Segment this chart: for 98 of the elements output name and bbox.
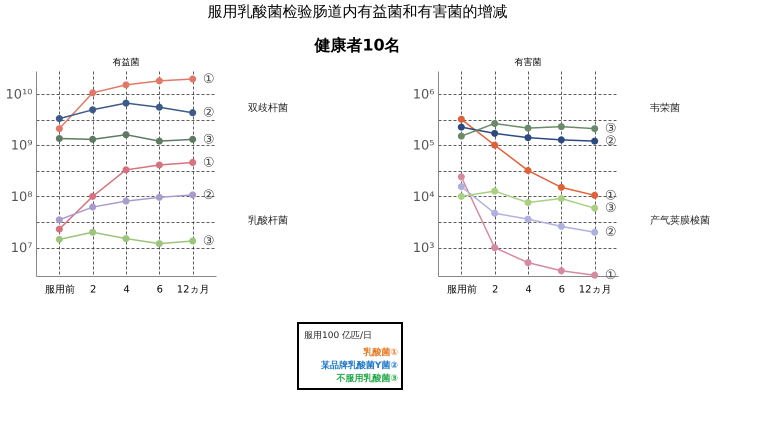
point: [558, 194, 565, 202]
x-tick-label: 2: [90, 284, 96, 296]
point: [524, 259, 532, 266]
point: [122, 100, 130, 107]
point: [122, 166, 130, 174]
point: [458, 183, 465, 190]
point: [122, 198, 130, 205]
y-tick-label: 10⁹: [10, 138, 32, 154]
point: [491, 210, 498, 217]
point: [491, 130, 498, 137]
point: [524, 124, 532, 132]
point: [89, 192, 96, 200]
point: [458, 192, 465, 200]
series-label: ②: [604, 225, 616, 240]
point: [491, 120, 498, 128]
x-tick-label: 服用前: [44, 284, 75, 296]
x-tick-label: 2: [492, 284, 498, 296]
point: [524, 167, 532, 174]
point: [156, 194, 163, 201]
point: [558, 136, 565, 144]
point: [189, 76, 196, 83]
y-tick-label: 10¹⁰: [6, 87, 32, 102]
text: 韦荣菌: [650, 102, 680, 114]
series-label: ③: [604, 201, 616, 216]
point: [491, 188, 498, 195]
x-tick-label: 12ヵ月: [176, 284, 210, 296]
series-label: ③: [202, 132, 214, 148]
point: [56, 226, 63, 233]
point: [189, 136, 196, 143]
point: [591, 228, 598, 236]
x-tick-label: 12ヵ月: [578, 284, 612, 296]
point: [591, 192, 598, 199]
point: [189, 109, 196, 116]
point: [591, 204, 598, 212]
point: [591, 272, 598, 279]
series-label: ①: [202, 155, 214, 170]
point: [89, 106, 96, 114]
point: [458, 116, 465, 123]
series-label: ②: [202, 106, 214, 121]
point: [56, 134, 63, 142]
y-tick-label: 10⁸: [10, 190, 32, 205]
point: [156, 161, 163, 169]
chart-title: 有益菌: [112, 57, 140, 68]
chart-title: 有害菌: [514, 57, 542, 68]
text: 不服用乳酸菌③: [335, 373, 398, 384]
point: [122, 235, 130, 242]
point: [122, 81, 130, 88]
point: [558, 184, 565, 191]
x-tick-label: 6: [558, 284, 566, 296]
y-tick-label: 10³: [412, 241, 434, 256]
point: [458, 124, 465, 131]
y-tick-label: 10⁴: [412, 190, 434, 205]
point: [156, 77, 163, 84]
point: [56, 216, 63, 224]
text: 产气荚膜梭菌: [650, 214, 710, 227]
x-tick-label: 6: [156, 284, 164, 296]
text: 服用乳酸菌检验肠道内有益菌和有害菌的增减: [208, 2, 508, 20]
point: [156, 240, 163, 248]
point: [89, 136, 96, 143]
text: 健康者10名: [313, 36, 401, 54]
point: [189, 237, 196, 245]
point: [524, 216, 532, 223]
point: [491, 142, 498, 149]
y-tick-label: 10⁶: [412, 87, 434, 102]
text: 某品牌乳酸菌Y菌②: [320, 360, 398, 371]
text: 服用100 亿匹/日: [304, 330, 372, 341]
point: [458, 173, 465, 180]
point: [189, 158, 196, 166]
text: 乳酸菌①: [362, 347, 398, 358]
point: [558, 123, 565, 130]
point: [591, 125, 598, 132]
point: [156, 104, 163, 111]
point: [189, 191, 196, 198]
point: [458, 132, 465, 140]
point: [156, 138, 163, 145]
series-label: ③: [604, 122, 616, 137]
point: [491, 244, 498, 252]
series-label: ①: [202, 72, 214, 88]
x-tick-label: 服用前: [446, 284, 477, 296]
point: [558, 267, 565, 274]
point: [89, 204, 96, 211]
point: [524, 134, 532, 142]
point: [89, 89, 96, 96]
y-tick-label: 10⁵: [412, 138, 434, 154]
y-tick-label: 10⁷: [10, 241, 32, 256]
text: 乳酸杆菌: [248, 214, 288, 227]
text: 双歧杆菌: [248, 102, 288, 114]
x-tick-label: 4: [525, 284, 532, 296]
x-tick-label: 4: [123, 284, 130, 296]
point: [56, 115, 63, 122]
point: [89, 228, 96, 236]
point: [122, 131, 130, 138]
point: [56, 236, 63, 243]
point: [524, 198, 532, 206]
point: [558, 222, 565, 230]
point: [591, 138, 598, 145]
series-label: ③: [202, 234, 214, 249]
point: [56, 125, 63, 132]
